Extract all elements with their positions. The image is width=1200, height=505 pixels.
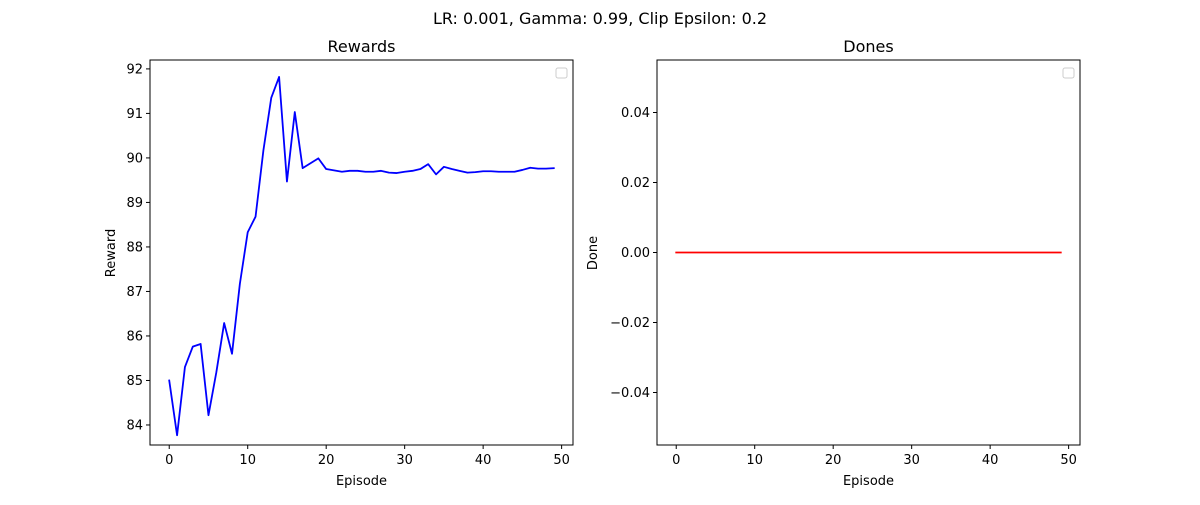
rewards-title: Rewards xyxy=(328,37,396,56)
dones-x-tick-label: 0 xyxy=(672,453,680,468)
dones-y-axis-label: Done xyxy=(586,236,601,270)
dones-title: Dones xyxy=(843,37,893,56)
rewards-plot-frame xyxy=(149,59,574,446)
rewards-x-tick-label: 0 xyxy=(165,453,173,468)
rewards-x-tick-label: 10 xyxy=(239,453,256,468)
rewards-y-tick-label: 90 xyxy=(126,151,143,166)
dones-y-tick-label: 0.04 xyxy=(621,106,650,121)
dones-axes: Dones Episode Done 0 10 20 30 40 50 −0.04 −0.02… xyxy=(586,37,1081,489)
dones-x-tick-label: 50 xyxy=(1060,453,1077,468)
rewards-y-tick-label: 92 xyxy=(126,62,143,77)
dones-y-tick-label: −0.02 xyxy=(610,316,650,331)
rewards-x-axis-label: Episode xyxy=(336,474,387,489)
rewards-x-tick-label: 30 xyxy=(396,453,413,468)
rewards-y-axis-label: Reward xyxy=(104,229,119,277)
rewards-series-line xyxy=(168,76,555,437)
dones-x-tick-label: 20 xyxy=(825,453,842,468)
dones-x-tick-label: 40 xyxy=(982,453,999,468)
dones-legend xyxy=(1062,67,1075,79)
rewards-y-tick-label: 89 xyxy=(126,196,143,211)
rewards-y-tick-label: 86 xyxy=(126,329,143,344)
dones-x-axis-label: Episode xyxy=(843,474,894,489)
dones-x-tick-label: 30 xyxy=(903,453,920,468)
dones-x-tick-label: 10 xyxy=(746,453,763,468)
rewards-y-tick-label: 84 xyxy=(126,418,143,433)
rewards-y-tick-label: 91 xyxy=(126,107,143,122)
rewards-x-tick-label: 40 xyxy=(475,453,492,468)
dones-y-tick-label: 0.02 xyxy=(621,176,650,191)
figure-suptitle: LR: 0.001, Gamma: 0.99, Clip Epsilon: 0.… xyxy=(433,9,767,28)
rewards-y-tick-label: 85 xyxy=(126,374,143,389)
rewards-y-tick-label: 88 xyxy=(126,240,143,255)
rewards-axes: Rewards Episode Reward 0 10 20 30 40 50 84 85 86… xyxy=(104,37,574,489)
dones-y-tick-label: −0.04 xyxy=(610,386,650,401)
rewards-x-tick-label: 20 xyxy=(318,453,335,468)
dones-y-tick-label: 0.00 xyxy=(621,246,650,261)
rewards-legend xyxy=(555,67,568,79)
rewards-x-tick-label: 50 xyxy=(553,453,570,468)
rewards-y-tick-label: 87 xyxy=(126,285,143,300)
